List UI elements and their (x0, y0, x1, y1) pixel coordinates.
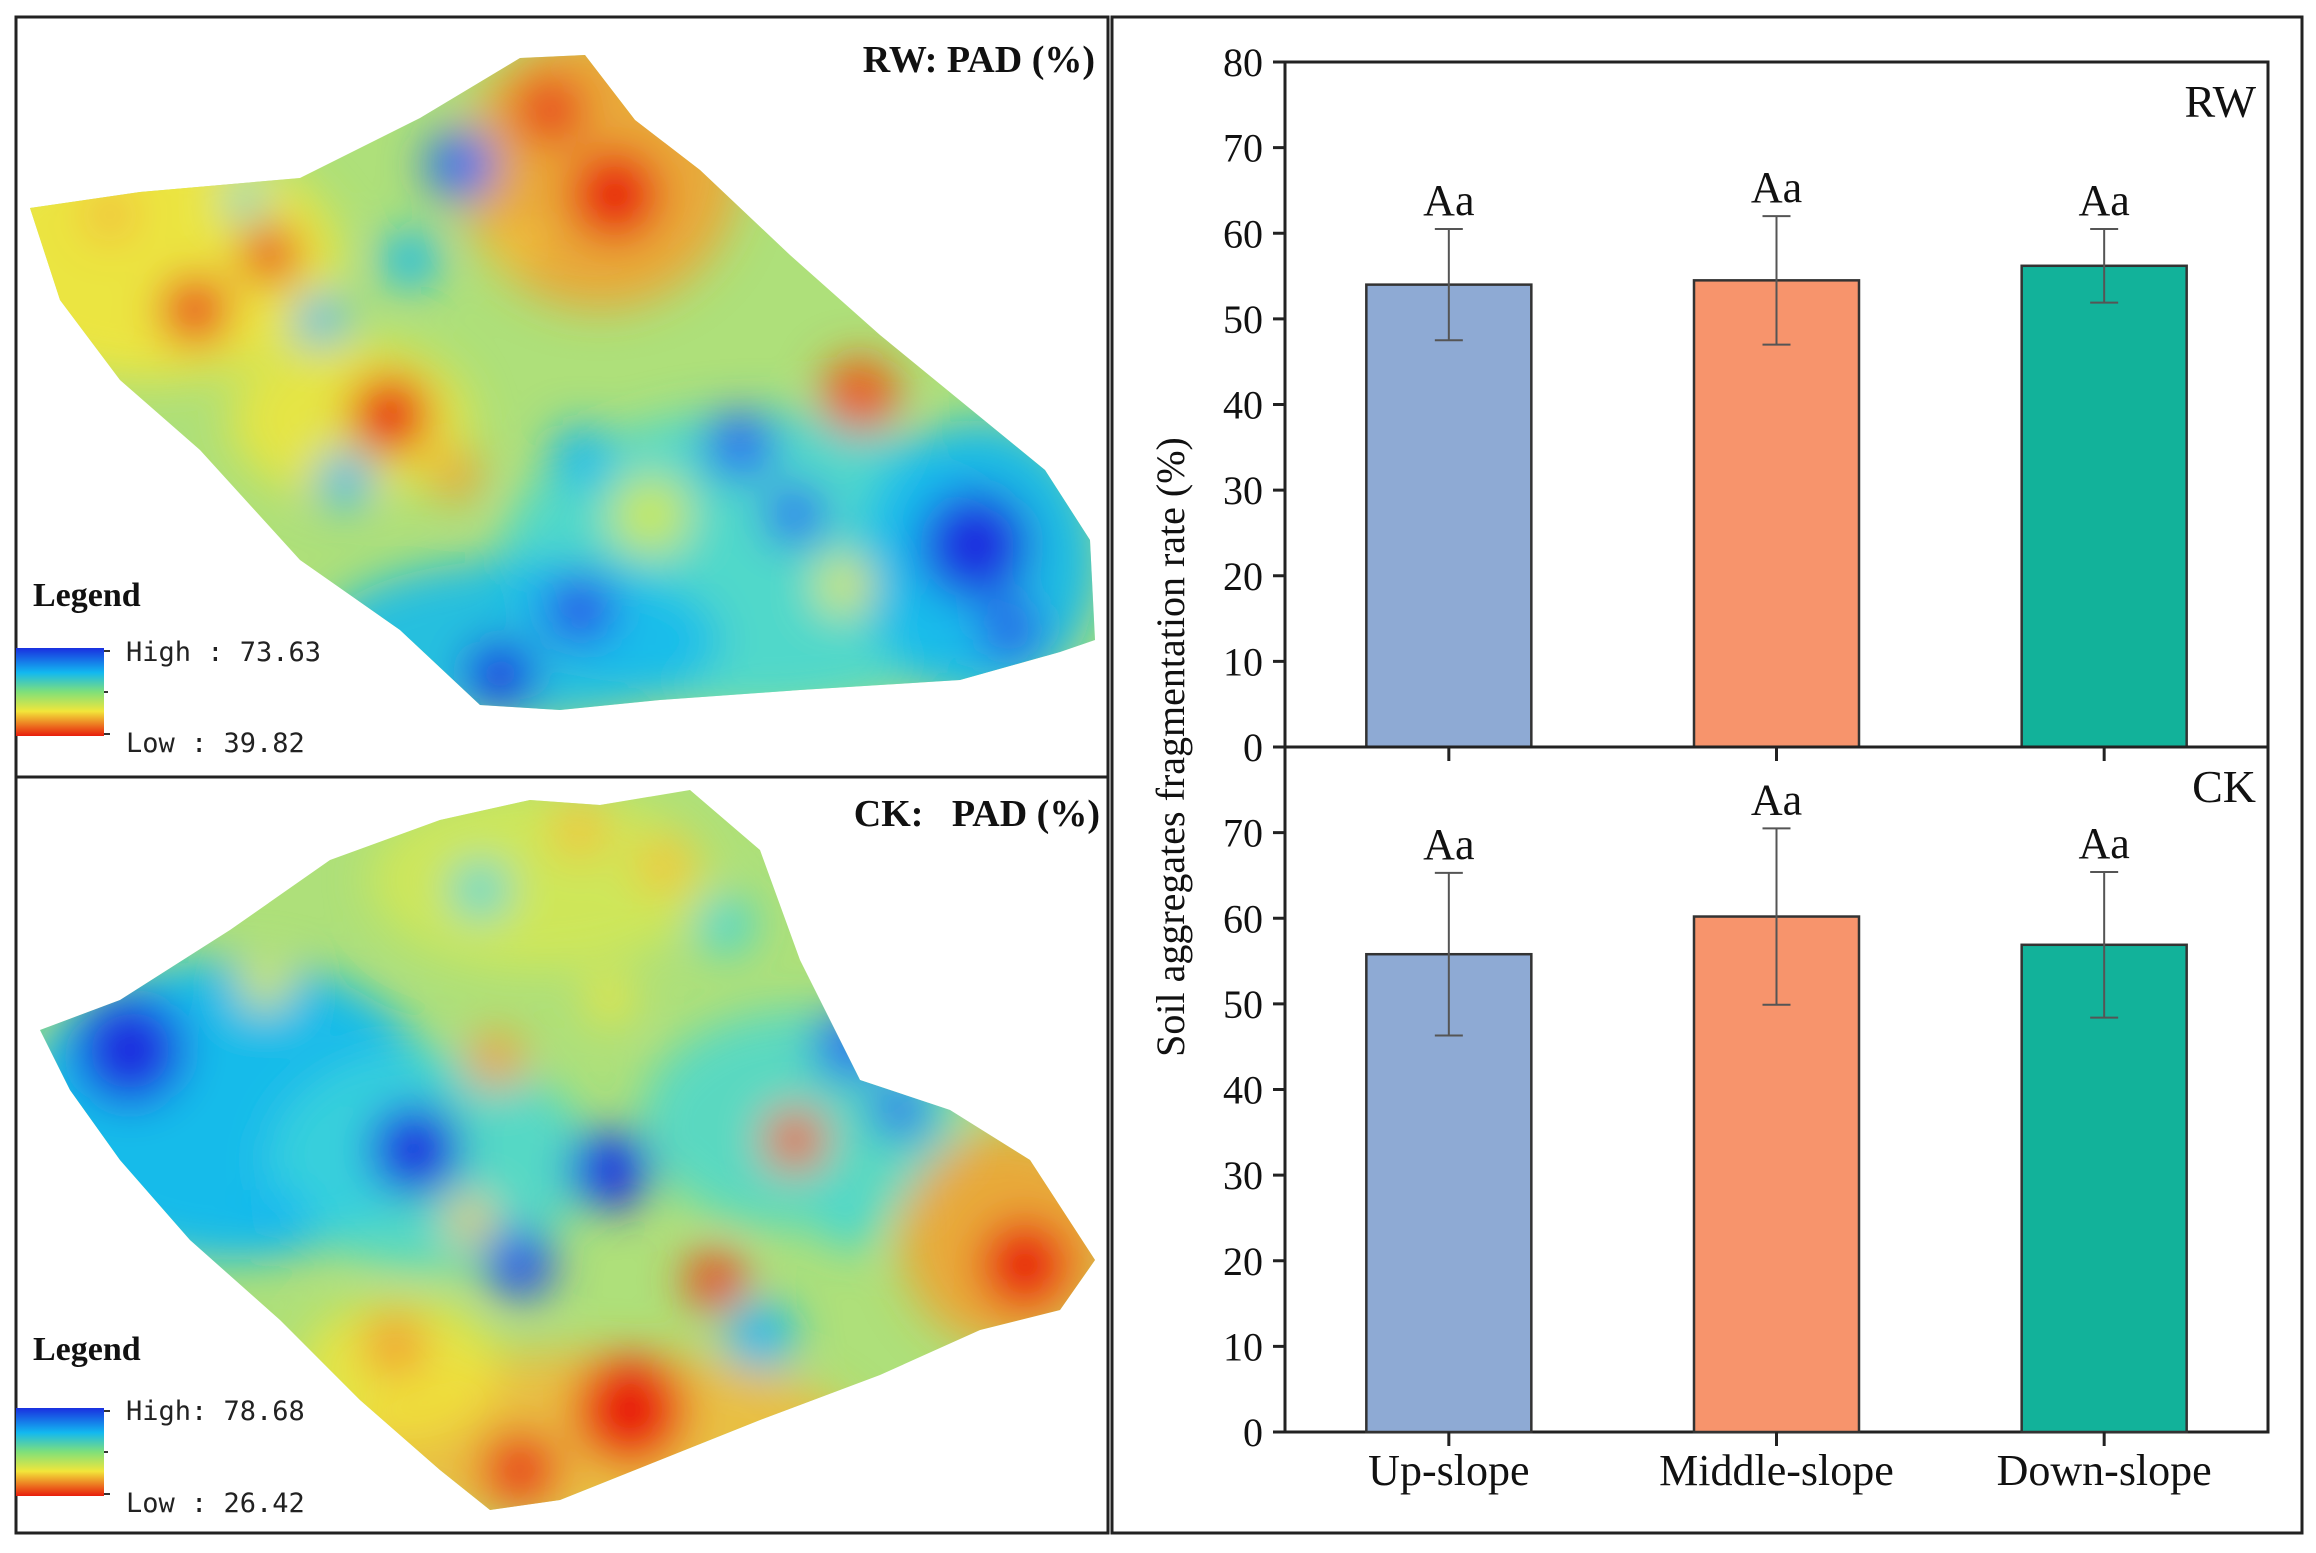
rw-y-tick-label: 70 (1223, 126, 1263, 171)
ck-y-tick-label: 20 (1223, 1239, 1263, 1284)
rw-y-tick-label: 60 (1223, 211, 1263, 256)
ck-y-tick-label: 10 (1223, 1324, 1263, 1369)
rw-y-tick-label: 0 (1243, 725, 1263, 770)
x-category-label: Up-slope (1368, 1446, 1529, 1495)
ck-y-tick-label: 30 (1223, 1153, 1263, 1198)
ck-annotation: Aa (2079, 819, 2130, 868)
rw-y-tick-label: 40 (1223, 383, 1263, 428)
ck-panel-label: CK (2192, 761, 2256, 812)
ck-y-tick-label: 0 (1243, 1410, 1263, 1455)
rw-y-tick-label: 30 (1223, 468, 1263, 513)
rw-annotation: Aa (1751, 163, 1802, 212)
rw-legend-title: Legend (33, 577, 141, 614)
rw-legend-colorbar (16, 648, 104, 736)
rw-legend-high: High : 73.63 (126, 637, 321, 668)
rw-bar-down-slope (2020, 264, 2188, 749)
rw-y-tick-label: 10 (1223, 639, 1263, 684)
ck-annotation: Aa (1751, 775, 1802, 824)
x-category-label: Middle-slope (1659, 1446, 1894, 1495)
ck-legend-high: High: 78.68 (126, 1396, 305, 1427)
rw-panel-label: RW (2184, 76, 2256, 127)
ck-legend-colorbar (16, 1408, 104, 1496)
rw-annotation: Aa (2079, 176, 2130, 225)
ck-annotation: Aa (1423, 820, 1474, 869)
rw-map-title: RW: PAD (%) (863, 39, 1095, 81)
ck-legend-title: Legend (33, 1331, 141, 1368)
x-category-label: Down-slope (1997, 1446, 2212, 1495)
ck-legend-low: Low : 26.42 (126, 1488, 305, 1519)
rw-y-tick-label: 20 (1223, 554, 1263, 599)
ck-map-title: CK: PAD (%) (854, 793, 1100, 835)
ck-y-tick-label: 60 (1223, 896, 1263, 941)
rw-y-tick-label: 50 (1223, 297, 1263, 342)
rw-y-tick-label: 80 (1223, 40, 1263, 85)
ck-y-tick-label: 40 (1223, 1068, 1263, 1113)
y-axis-label: Soil aggregates fragmentation rate (%) (1148, 437, 1193, 1057)
ck-bar-down-slope (2020, 943, 2188, 1434)
ck-y-tick-label: 50 (1223, 982, 1263, 1027)
rw-bar-up-slope (1365, 283, 1533, 749)
bar-charts: 0 10 20 30 40 50 60 70 80 RW Aa Aa Aa 0 10 20 30 40 50 60 70… (1223, 40, 2270, 1495)
rw-bar-middle-slope (1692, 279, 1861, 749)
ck-y-tick-label: 70 (1223, 811, 1263, 856)
rw-annotation: Aa (1423, 176, 1474, 225)
rw-legend-low: Low : 39.82 (126, 728, 305, 759)
